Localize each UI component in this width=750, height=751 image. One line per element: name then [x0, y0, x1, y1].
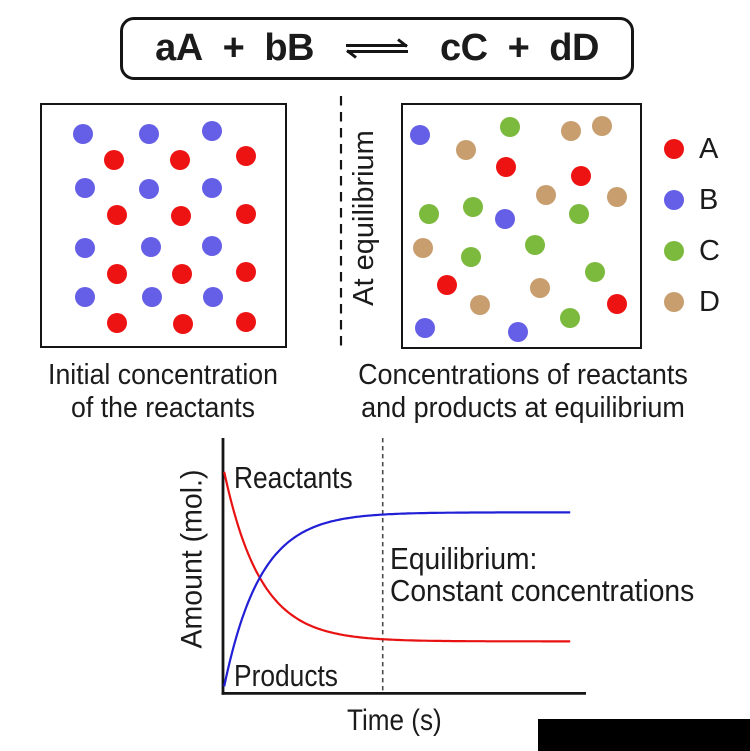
- legend-item-B: B: [664, 184, 720, 216]
- legend-label-B: B: [699, 184, 719, 216]
- molecule-dot-B: [495, 209, 515, 229]
- legend-item-A: A: [664, 133, 720, 165]
- molecule-dot-B: [202, 121, 222, 141]
- molecule-dot-D: [530, 278, 550, 298]
- molecule-dot-A: [571, 166, 591, 186]
- molecule-dot-B: [202, 178, 222, 198]
- molecule-dot-D: [607, 187, 627, 207]
- products-curve-label: Products: [234, 658, 338, 693]
- legend-swatch-D: [664, 292, 684, 312]
- molecule-dot-D: [456, 140, 476, 160]
- molecule-dot-B: [508, 322, 528, 342]
- molecule-dot-D: [561, 121, 581, 141]
- molecule-dot-A: [171, 206, 191, 226]
- molecule-dot-D: [536, 185, 556, 205]
- equation-term-dD: dD: [549, 27, 599, 69]
- legend-swatch-B: [664, 190, 684, 210]
- molecule-dot-B: [410, 125, 430, 145]
- legend-swatch-C: [664, 241, 684, 261]
- initial-box-caption: Initial concentration of the reactants: [16, 359, 310, 425]
- equilibrium-annotation-line2: Constant concentrations: [390, 572, 695, 608]
- molecule-dot-C: [569, 204, 589, 224]
- equation-box: aA + bB cC + dD: [120, 17, 634, 80]
- molecule-dot-A: [236, 312, 256, 332]
- molecule-dot-C: [525, 235, 545, 255]
- initial-caption-line2: of the reactants: [71, 392, 255, 424]
- equation-term-bB: bB: [264, 27, 314, 69]
- molecule-dot-D: [592, 116, 612, 136]
- molecule-dot-B: [141, 237, 161, 257]
- molecule-dot-A: [172, 264, 192, 284]
- molecule-dot-D: [470, 295, 490, 315]
- legend-label-D: D: [699, 286, 720, 318]
- products-curve: [223, 511, 571, 687]
- equilibrium-annotation: Equilibrium: Constant concentrations: [390, 543, 694, 606]
- molecule-dot-A: [236, 204, 256, 224]
- molecule-dot-A: [437, 275, 457, 295]
- equilibrium-mixture-box: [401, 103, 642, 349]
- reactants-curve: [223, 471, 571, 643]
- reactants-curve-label: Reactants: [234, 460, 353, 495]
- molecule-dot-B: [142, 287, 162, 307]
- legend-swatch-A: [664, 139, 684, 159]
- legend-label-C: C: [699, 235, 720, 267]
- initial-caption-line1: Initial concentration: [48, 359, 278, 391]
- molecule-dot-B: [75, 178, 95, 198]
- y-axis-label: Amount (mol.): [175, 469, 209, 649]
- legend-item-D: D: [664, 286, 720, 318]
- equilibrium-arrows-icon: [346, 37, 408, 59]
- molecule-dot-C: [585, 262, 605, 282]
- equation-term-cC: cC: [440, 27, 488, 69]
- molecule-dot-B: [75, 287, 95, 307]
- molecule-dot-A: [107, 264, 127, 284]
- molecule-dot-C: [560, 308, 580, 328]
- molecule-dot-C: [500, 117, 520, 137]
- equilibrium-annotation-line1: Equilibrium:: [390, 541, 538, 576]
- molecule-dot-A: [496, 157, 516, 177]
- molecule-dot-C: [463, 197, 483, 217]
- molecule-dot-B: [415, 318, 435, 338]
- x-axis-label: Time (s): [347, 704, 442, 737]
- molecule-dot-A: [607, 294, 627, 314]
- molecule-dot-B: [202, 236, 222, 256]
- equilibrium-caption-line2: and products at equilibrium: [361, 392, 685, 424]
- legend-item-C: C: [664, 235, 720, 267]
- molecule-dot-A: [236, 146, 256, 166]
- molecule-dot-A: [107, 313, 127, 333]
- redacted-watermark-bar: [538, 719, 750, 751]
- equation-term-aA: aA: [155, 27, 203, 69]
- equation-plus-right: +: [507, 27, 530, 69]
- equilibrium-box-caption: Concentrations of reactants and products…: [356, 359, 691, 425]
- molecule-dot-A: [173, 314, 193, 334]
- molecule-dot-C: [419, 204, 439, 224]
- molecule-dot-B: [75, 238, 95, 258]
- molecule-dot-A: [107, 205, 127, 225]
- molecule-dot-B: [73, 124, 93, 144]
- molecule-dot-B: [139, 179, 159, 199]
- equilibrium-caption-line1: Concentrations of reactants: [358, 359, 688, 391]
- legend-label-A: A: [699, 133, 719, 165]
- equation-plus-left: +: [222, 27, 245, 69]
- molecule-dot-C: [461, 247, 481, 267]
- molecule-dot-A: [170, 150, 190, 170]
- molecule-dot-D: [413, 238, 433, 258]
- molecule-dot-B: [203, 287, 223, 307]
- molecule-dot-B: [139, 124, 159, 144]
- molecule-dot-A: [104, 150, 124, 170]
- molecule-dot-A: [236, 262, 256, 282]
